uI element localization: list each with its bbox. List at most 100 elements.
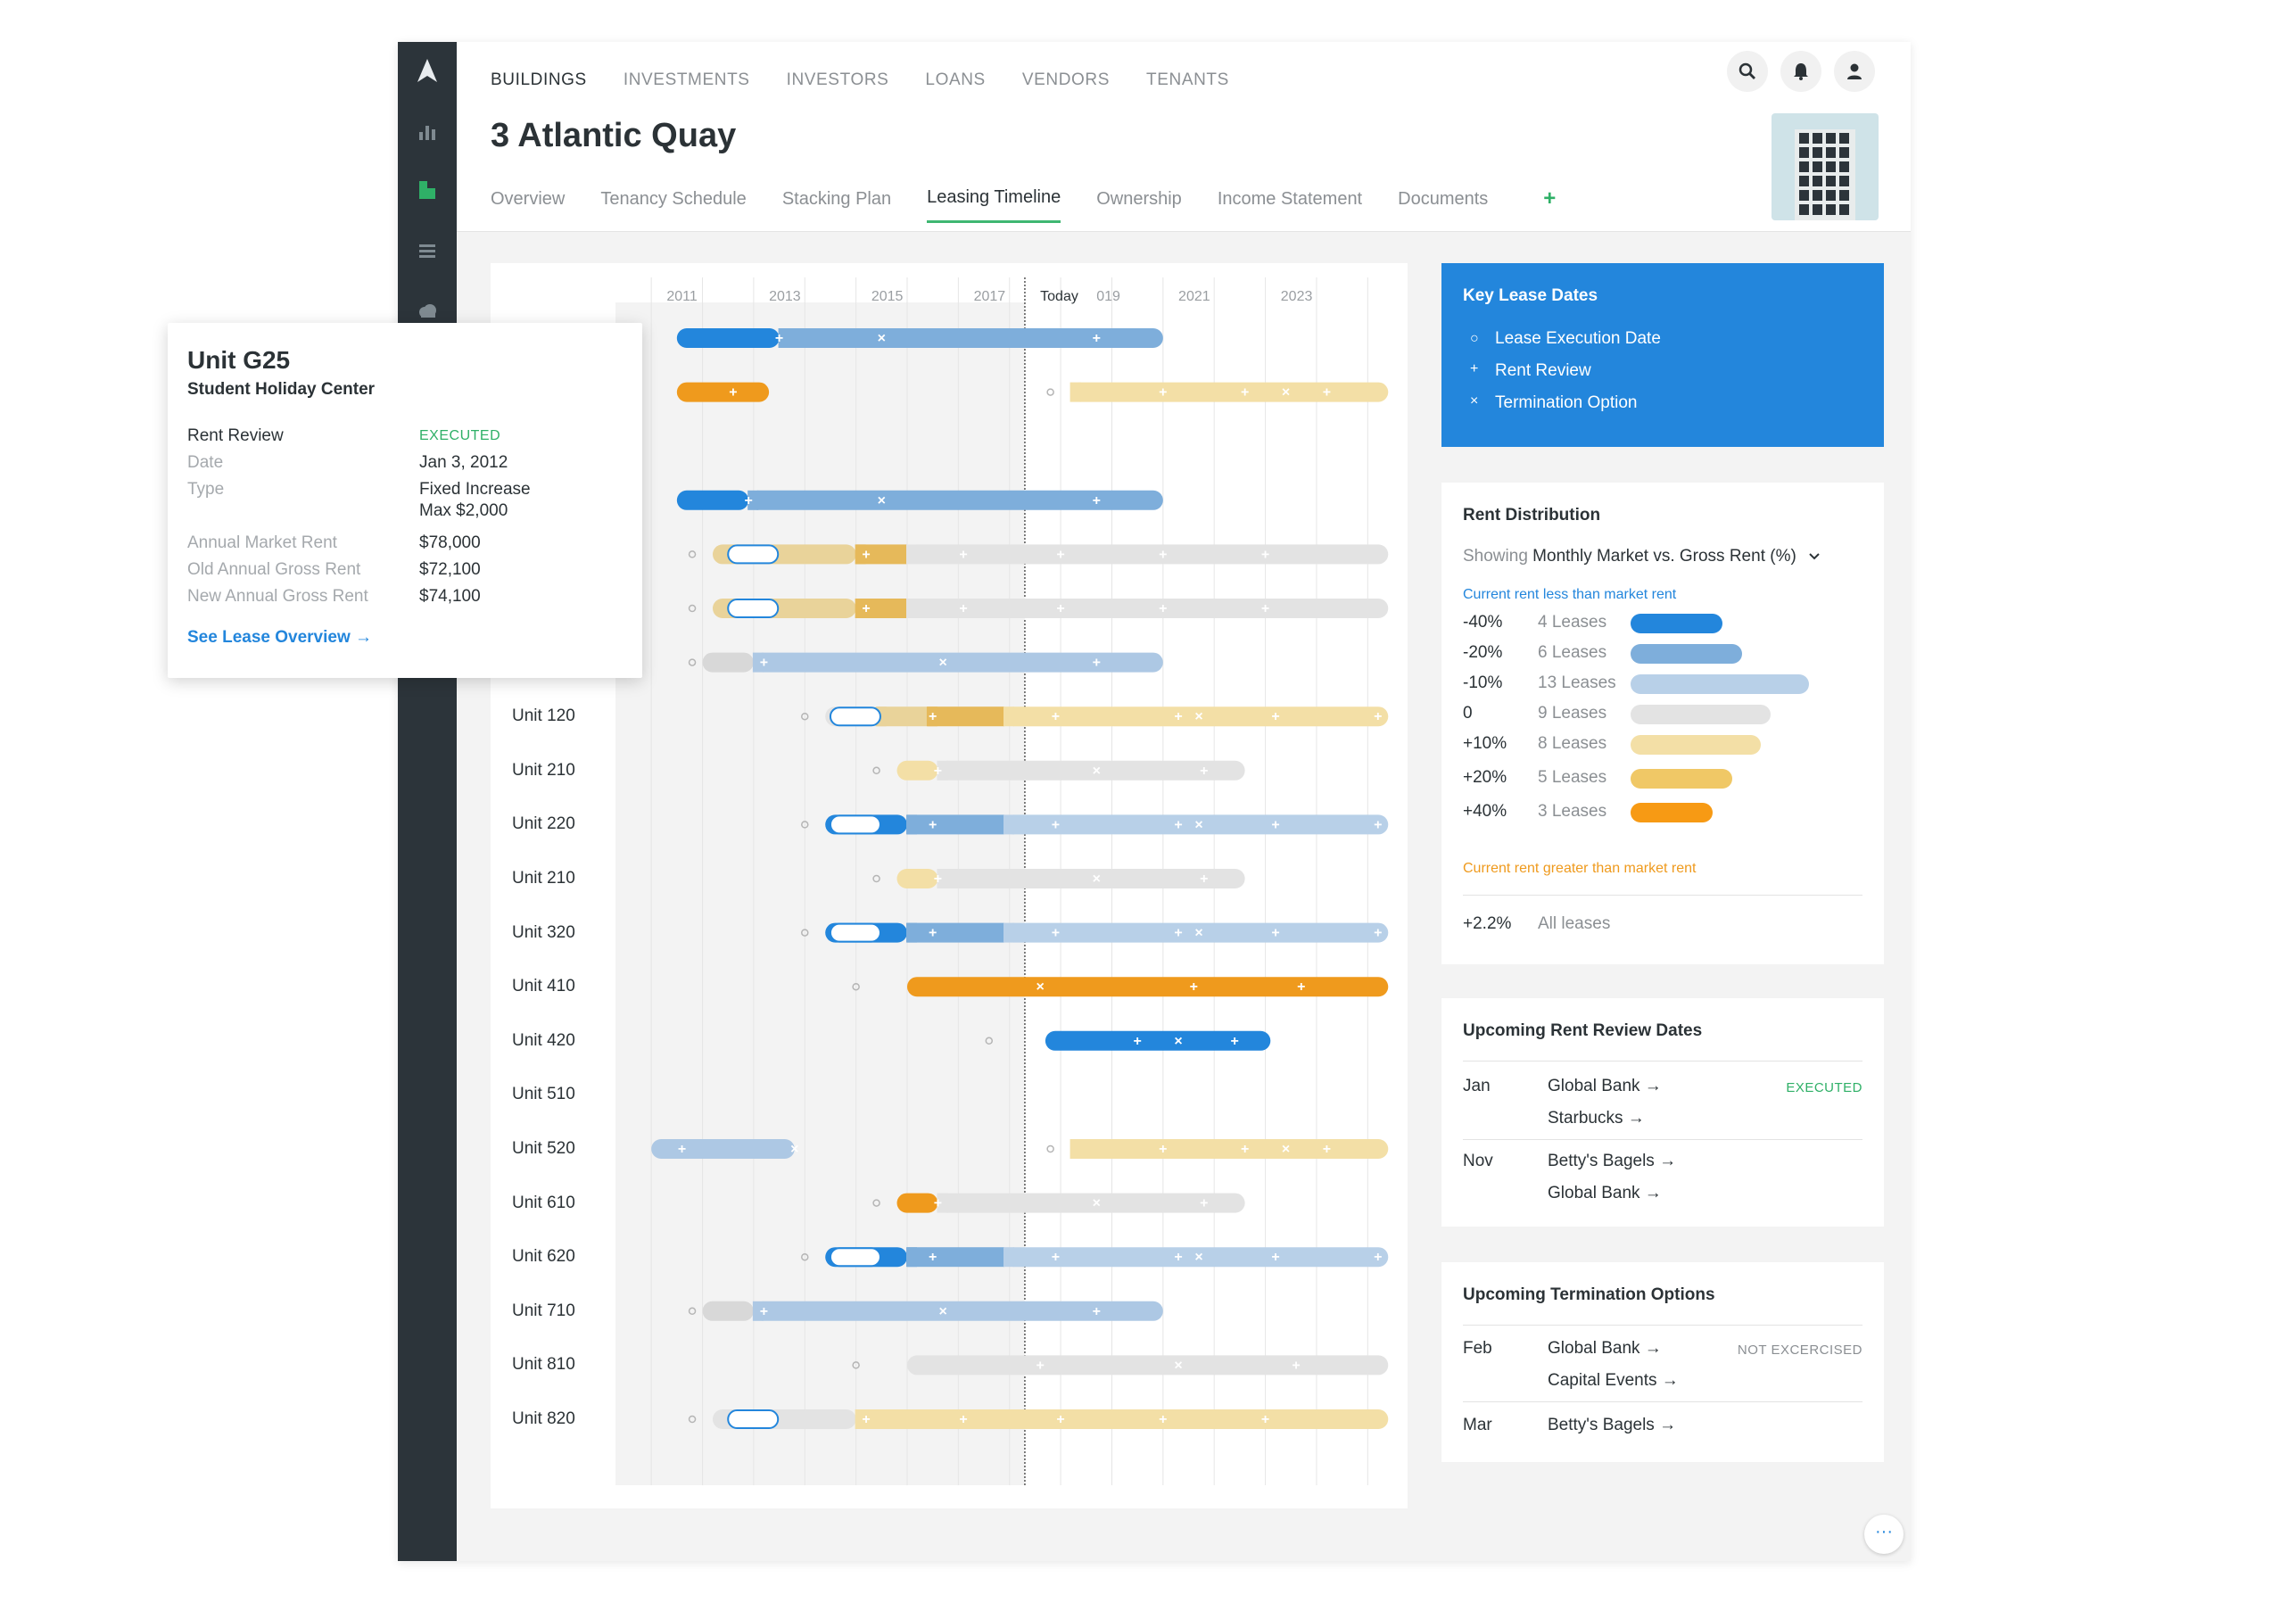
nav-buildings[interactable]: BUILDINGS <box>491 70 587 89</box>
lease-bar-join <box>926 706 937 727</box>
unit-row-label[interactable]: Unit 420 <box>512 1030 575 1050</box>
building-window <box>1839 133 1849 144</box>
unit-row-label[interactable]: Unit 810 <box>512 1355 575 1375</box>
lease-bar-segment <box>855 1409 1389 1429</box>
unit-row-label[interactable]: Unit 610 <box>512 1193 575 1212</box>
nav-investments[interactable]: INVESTMENTS <box>623 70 750 89</box>
rent-review-marker: + <box>1174 817 1182 832</box>
unit-row-label[interactable]: Unit 520 <box>512 1139 575 1158</box>
lease-bar-segment <box>907 599 1389 618</box>
unit-row-label[interactable]: Unit 820 <box>512 1409 575 1428</box>
review-tenant-link[interactable]: Starbucks → <box>1548 1109 1645 1128</box>
buildings-icon[interactable] <box>415 178 440 202</box>
rent-review-marker: + <box>1374 926 1382 941</box>
unit-row-label[interactable]: Unit 320 <box>512 922 575 942</box>
building-window <box>1839 161 1849 172</box>
lease-bar-segment <box>907 814 1004 835</box>
distribution-row[interactable]: 0 9 Leases <box>1463 702 1873 725</box>
total-pct: +2.2% <box>1463 914 1512 933</box>
unit-row-label[interactable]: Unit 510 <box>512 1085 575 1104</box>
popup-market-label: Annual Market Rent <box>187 533 337 552</box>
more-options-button[interactable]: ··· <box>1864 1515 1904 1554</box>
review-tenant-link[interactable]: Global Bank → <box>1548 1077 1662 1095</box>
chart-icon[interactable] <box>415 119 440 144</box>
year-tick-label: 2017 <box>974 289 1006 304</box>
rent-review-marker: + <box>1174 709 1182 724</box>
distribution-pct: +40% <box>1463 802 1507 821</box>
tab-stacking-plan[interactable]: Stacking Plan <box>781 188 892 209</box>
distribution-row[interactable]: +40% 3 Leases <box>1463 800 1873 823</box>
nav-vendors[interactable]: VENDORS <box>1021 70 1111 89</box>
nav-investors[interactable]: INVESTORS <box>786 70 889 89</box>
lease-bar-join <box>906 922 917 943</box>
rent-review-marker: + <box>1093 656 1101 671</box>
termination-tenant-link[interactable]: Betty's Bagels → <box>1548 1416 1677 1434</box>
unit-row-label[interactable]: Unit 120 <box>512 706 575 726</box>
lease-bar-segment <box>937 760 1245 781</box>
status-badge: EXECUTED <box>1786 1080 1862 1095</box>
leasing-timeline-chart: 2011 2013 2015 2017 Today 019 2021 2023 + × + + + + × +… <box>615 277 1389 1485</box>
rent-review-marker: + <box>1200 764 1208 779</box>
review-tenant-link[interactable]: Betty's Bagels → <box>1548 1152 1677 1170</box>
list-icon[interactable] <box>415 238 440 263</box>
lease-execution-dot <box>1046 388 1054 396</box>
review-tenant-link[interactable]: Global Bank → <box>1548 1184 1662 1202</box>
notifications-button[interactable] <box>1780 51 1821 92</box>
building-window <box>1813 176 1822 186</box>
distribution-selector[interactable]: Showing Monthly Market vs. Gross Rent (%… <box>1463 547 1821 566</box>
termination-tenant-link[interactable]: Capital Events → <box>1548 1371 1679 1390</box>
termination-option-marker: × <box>1093 764 1101 779</box>
building-thumbnail[interactable] <box>1772 113 1879 220</box>
lease-bar-segment <box>907 922 1004 943</box>
unit-row-label[interactable]: Unit 710 <box>512 1301 575 1320</box>
distribution-row[interactable]: -40% 4 Leases <box>1463 611 1873 634</box>
distribution-pct: -10% <box>1463 673 1503 692</box>
unit-row-label[interactable]: Unit 620 <box>512 1247 575 1267</box>
popup-type-limit: Max $2,000 <box>419 501 508 520</box>
distribution-row[interactable]: +10% 8 Leases <box>1463 732 1873 756</box>
lease-bar-segment <box>907 1355 1389 1376</box>
profile-button[interactable] <box>1834 51 1875 92</box>
lease-bar-segment <box>927 706 1004 727</box>
distribution-pct: +10% <box>1463 734 1507 753</box>
rent-review-marker: + <box>729 385 737 401</box>
distribution-row[interactable]: -20% 6 Leases <box>1463 641 1873 665</box>
lease-execution-dot <box>1046 1144 1054 1153</box>
top-header: BUILDINGS INVESTMENTS INVESTORS LOANS VE… <box>457 42 1911 232</box>
rent-review-marker: + <box>862 601 870 616</box>
unit-row-label[interactable]: Unit 210 <box>512 869 575 888</box>
year-tick-label: 2023 <box>1281 289 1313 304</box>
termination-tenant-link[interactable]: Global Bank → <box>1548 1339 1662 1358</box>
add-tab-button[interactable]: + <box>1543 186 1557 211</box>
lease-bar-segment <box>1004 706 1389 727</box>
tab-tenancy-schedule[interactable]: Tenancy Schedule <box>600 188 747 209</box>
building-window <box>1839 190 1849 201</box>
unit-row-label[interactable]: Unit 220 <box>512 814 575 834</box>
unit-row-label[interactable]: Unit 210 <box>512 760 575 780</box>
tab-leasing-timeline[interactable]: Leasing Timeline <box>927 187 1061 223</box>
see-lease-overview-link[interactable]: See Lease Overview → <box>187 628 373 647</box>
building-window <box>1839 204 1849 215</box>
unit-row-label[interactable]: Unit 410 <box>512 977 575 996</box>
tab-overview[interactable]: Overview <box>491 188 566 209</box>
lease-execution-dot <box>801 821 809 829</box>
lease-execution-marker-icon: ○ <box>1470 331 1479 346</box>
nav-loans[interactable]: LOANS <box>925 70 986 89</box>
rent-review-marker: + <box>1159 547 1167 562</box>
rent-review-marker: + <box>934 1196 942 1211</box>
rent-review-marker: + <box>1271 1250 1279 1265</box>
nav-tenants[interactable]: TENANTS <box>1146 70 1229 89</box>
rent-review-marker: + <box>1174 1250 1182 1265</box>
tab-documents[interactable]: Documents <box>1398 188 1489 209</box>
less-than-market-note: Current rent less than market rent <box>1463 587 1677 602</box>
logo-icon[interactable] <box>415 58 440 83</box>
divider <box>1463 895 1862 896</box>
rent-review-marker: + <box>929 1250 937 1265</box>
lease-bar-join <box>1003 922 1014 943</box>
tab-ownership[interactable]: Ownership <box>1096 188 1182 209</box>
tab-income-statement[interactable]: Income Statement <box>1217 188 1363 209</box>
distribution-row[interactable]: +20% 5 Leases <box>1463 766 1873 789</box>
cloud-upload-icon[interactable] <box>415 299 440 324</box>
distribution-row[interactable]: -10% 13 Leases <box>1463 672 1873 695</box>
search-button[interactable] <box>1727 51 1768 92</box>
